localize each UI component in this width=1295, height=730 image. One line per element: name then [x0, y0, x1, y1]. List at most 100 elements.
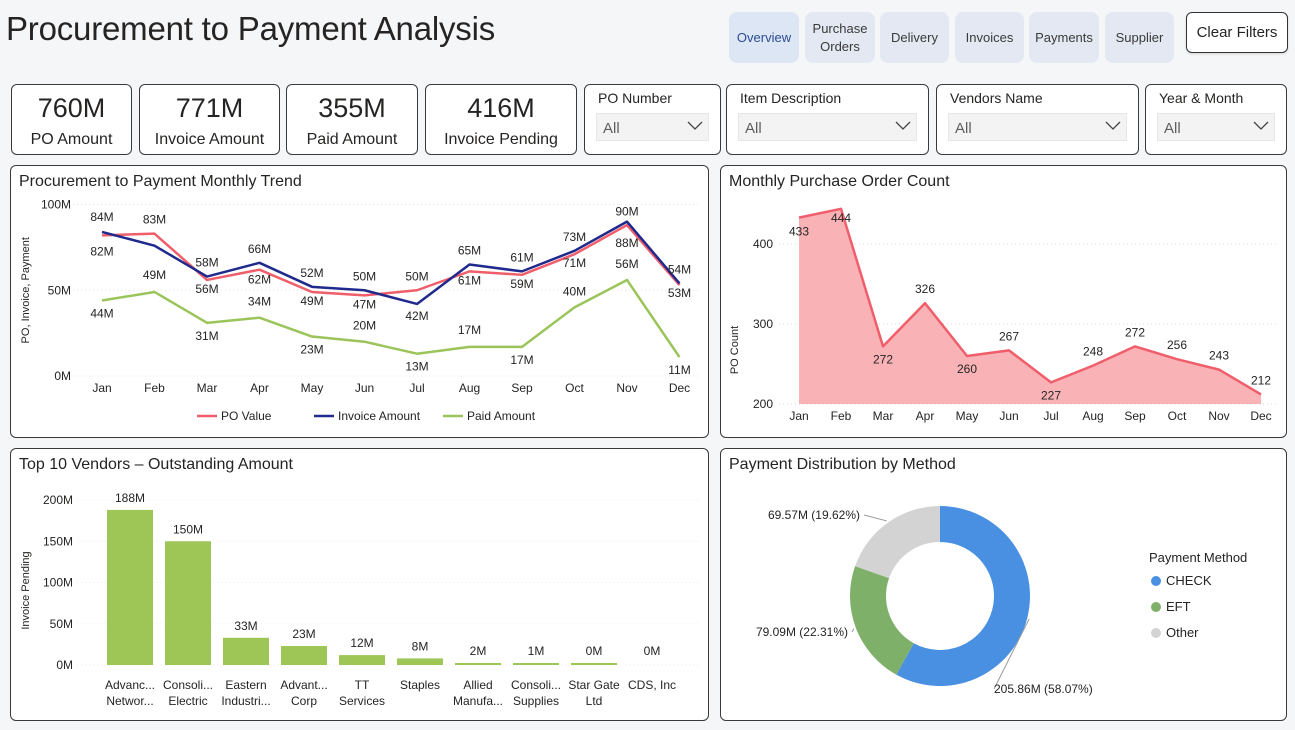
- donut-slice-other: [855, 506, 940, 579]
- kpi-value: 416M: [467, 93, 535, 123]
- item-description-dropdown[interactable]: All: [738, 113, 917, 141]
- data-label: 56M: [615, 257, 638, 271]
- bar: [165, 541, 211, 665]
- kpi-label: PO Amount: [30, 131, 113, 148]
- data-label: 88M: [615, 236, 638, 250]
- data-label: 62M: [248, 273, 271, 287]
- data-label: 20M: [353, 319, 376, 333]
- x-tick-label: Mar: [873, 409, 894, 423]
- x-tick-label: Apr: [916, 409, 935, 423]
- y-tick-label: 100M: [41, 198, 71, 212]
- data-label: 0M: [644, 644, 661, 658]
- data-label: 150M: [173, 522, 203, 536]
- bar: [571, 663, 617, 665]
- data-label: 433: [789, 225, 809, 239]
- clear-filters-button[interactable]: Clear Filters: [1186, 12, 1288, 53]
- chevron-down-icon: [687, 121, 703, 130]
- x-tick-label: May: [956, 409, 979, 423]
- legend-item-other[interactable]: Other: [1151, 625, 1199, 640]
- y-tick-label: 50M: [48, 283, 71, 297]
- x-tick-label: Feb: [831, 409, 852, 423]
- leader-line: [851, 628, 855, 633]
- leader-line: [863, 514, 887, 522]
- slicer-label: Vendors Name: [950, 90, 1043, 106]
- legend-label: PO Value: [221, 409, 272, 423]
- tab-payments[interactable]: Payments: [1029, 12, 1099, 63]
- year-month-dropdown[interactable]: All: [1157, 113, 1275, 141]
- x-tick-label: Oct: [1168, 409, 1187, 423]
- y-tick-label: 150M: [43, 534, 73, 548]
- trend-chart: 0M 50M 100M PO, Invoice, Payment Jan Feb Mar Ap…: [20, 198, 701, 423]
- vendors-chart-title: Top 10 Vendors – Outstanding Amount: [19, 456, 293, 473]
- x-tick-label: Corp: [291, 694, 317, 708]
- data-label: 13M: [405, 360, 428, 374]
- x-tick-label: Dec: [1250, 409, 1271, 423]
- x-tick-label: TT: [355, 678, 370, 692]
- slice-label: 205.86M (58.07%): [994, 682, 1093, 696]
- x-tick-label: Jan: [92, 381, 111, 395]
- tab-purchase-orders-label: Purchase Orders: [812, 20, 868, 54]
- payment-chart-panel: Payment Distribution by Method 205.86M (…: [720, 448, 1287, 721]
- legend-item-check[interactable]: CHECK: [1151, 573, 1212, 588]
- vendors-name-dropdown[interactable]: All: [948, 113, 1127, 141]
- x-tick-label: Electric: [168, 694, 207, 708]
- trend-chart-panel: Procurement to Payment Monthly Trend 0M 5…: [10, 165, 709, 438]
- tab-delivery[interactable]: Delivery: [880, 12, 949, 63]
- data-label: 40M: [563, 284, 586, 298]
- tab-purchase-orders[interactable]: Purchase Orders: [805, 12, 875, 63]
- area-fill: [799, 208, 1261, 404]
- x-tick-label: Nov: [1208, 409, 1229, 423]
- x-tick-label: Consoli...: [511, 678, 561, 692]
- legend-item-eft[interactable]: EFT: [1151, 599, 1191, 614]
- slicer-vendors-name: Vendors Name All: [936, 84, 1139, 155]
- data-label: 188M: [115, 491, 145, 505]
- x-tick-label: Mar: [197, 381, 218, 395]
- tab-invoices-label: Invoices: [965, 29, 1014, 45]
- data-label: 49M: [300, 294, 323, 308]
- x-tick-label: Supplies: [513, 694, 559, 708]
- data-label: 17M: [458, 323, 481, 337]
- kpi-invoice-amount: 771M Invoice Amount: [139, 84, 280, 155]
- data-label: 54M: [668, 262, 691, 276]
- po-count-chart-panel: Monthly Purchase Order Count 200 300 400 PO…: [720, 165, 1287, 438]
- kpi-invoice-pending: 416M Invoice Pending: [425, 84, 577, 155]
- x-tick-label: Feb: [144, 381, 165, 395]
- tab-overview[interactable]: Overview: [729, 12, 799, 63]
- chevron-down-icon: [1105, 121, 1121, 130]
- data-label: 42M: [405, 309, 428, 323]
- x-tick-label: Jun: [355, 381, 374, 395]
- payment-chart-title: Payment Distribution by Method: [729, 456, 956, 473]
- y-tick-label: 50M: [50, 617, 73, 631]
- tab-delivery-label: Delivery: [891, 29, 938, 45]
- x-tick-label: Jan: [789, 409, 808, 423]
- y-axis-label: PO Count: [729, 326, 741, 374]
- slice-label: 79.09M (22.31%): [756, 625, 848, 639]
- data-label: 260: [957, 362, 977, 376]
- slicer-label: PO Number: [598, 90, 672, 106]
- x-tick-label: CDS, Inc: [628, 678, 676, 692]
- data-label: 50M: [353, 269, 376, 283]
- data-label: 71M: [563, 256, 586, 270]
- legend-label: Invoice Amount: [338, 409, 421, 423]
- data-label: 65M: [458, 244, 481, 258]
- tab-supplier[interactable]: Supplier: [1105, 12, 1174, 63]
- data-label: 272: [1125, 325, 1145, 339]
- legend-marker: [1151, 601, 1161, 612]
- data-label: 84M: [90, 210, 113, 224]
- bar: [397, 658, 443, 665]
- tab-invoices[interactable]: Invoices: [955, 12, 1024, 63]
- data-label: 2M: [470, 644, 487, 658]
- donut-slice-eft: [850, 566, 914, 675]
- donut-slice-check: [896, 506, 1030, 686]
- kpi-label: Invoice Amount: [154, 131, 265, 148]
- series-line-1: [101, 220, 681, 306]
- slicer-label: Year & Month: [1159, 90, 1244, 106]
- data-label: 58M: [195, 256, 218, 270]
- x-tick-label: Consoli...: [163, 678, 213, 692]
- x-tick-label: Aug: [459, 381, 480, 395]
- clear-filters-label: Clear Filters: [1196, 24, 1278, 41]
- po-number-dropdown[interactable]: All: [596, 113, 709, 141]
- po-count-chart-title: Monthly Purchase Order Count: [729, 173, 950, 190]
- data-label: 444: [831, 211, 851, 225]
- data-label: 34M: [248, 295, 271, 309]
